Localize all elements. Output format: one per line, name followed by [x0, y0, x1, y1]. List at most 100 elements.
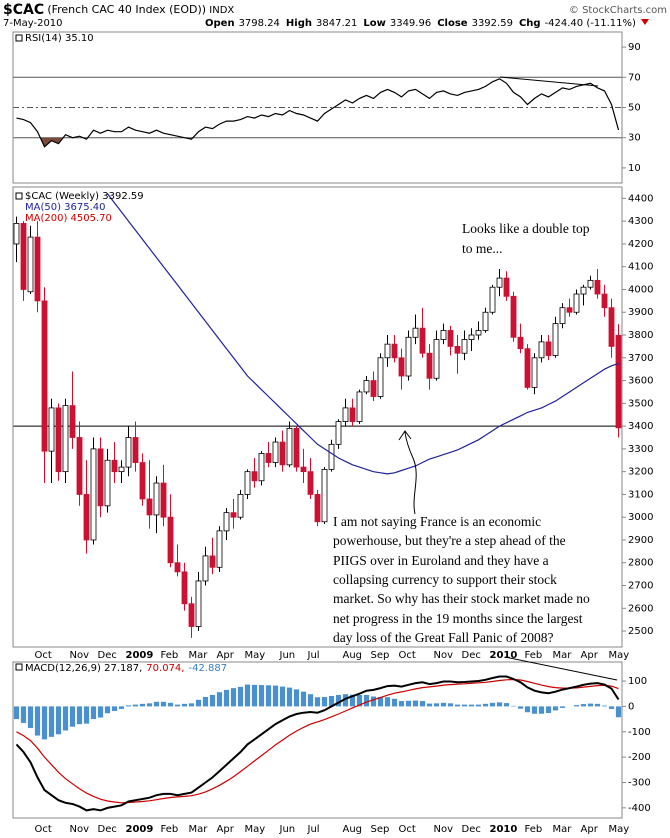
- candle-body: [13, 223, 20, 245]
- x-tick-label: Feb: [525, 824, 543, 835]
- legend-icon: [15, 34, 23, 42]
- candle-body: [237, 494, 244, 518]
- candle-body: [272, 441, 279, 463]
- x-tick-label: Nov: [70, 650, 90, 661]
- histogram-bar: [118, 706, 125, 709]
- x-tick-label: Jul: [307, 824, 320, 835]
- series-line: [16, 678, 619, 804]
- exchange: INDX: [209, 5, 234, 16]
- histogram-bar: [300, 691, 307, 707]
- histogram-bar: [181, 703, 188, 707]
- candle-body: [69, 405, 76, 438]
- y-tick-label: 3700: [628, 353, 653, 364]
- candle-body: [139, 462, 146, 500]
- histogram-bar: [293, 689, 300, 707]
- histogram-bar: [195, 699, 202, 707]
- quote-label: Open: [205, 18, 235, 29]
- candle-body: [125, 437, 132, 468]
- rsi-trendline: [499, 76, 599, 87]
- candle-body: [447, 330, 454, 347]
- y-tick-label: 2800: [628, 558, 653, 569]
- overlay: 10 30 50 70 90 RSI(14) 35.10 2500 2600 2700 2800 2…: [12, 31, 653, 835]
- candle-body: [580, 286, 587, 295]
- candle-body: [349, 407, 356, 422]
- histogram-bar: [454, 704, 461, 707]
- candle-body: [615, 335, 622, 429]
- x-tick-label: Apr: [217, 824, 235, 835]
- y-tick-label: 3200: [628, 467, 653, 478]
- histogram-bar: [405, 700, 412, 707]
- y-tick-label: 3600: [628, 376, 653, 387]
- candle-body: [545, 341, 552, 356]
- x-tick-label: Nov: [434, 650, 454, 661]
- quote: Open 3798.24 High 3847.21 Low 3349.96 Close 339…: [205, 18, 636, 29]
- histogram-bar: [104, 706, 111, 714]
- histogram-bar: [433, 703, 440, 707]
- y-tick-label: 4100: [628, 262, 653, 273]
- candle-body: [573, 293, 580, 313]
- y-tick-label: 3100: [628, 489, 653, 500]
- candle-body: [97, 448, 104, 507]
- candle-body: [286, 427, 293, 466]
- candle-body: [335, 421, 342, 445]
- histogram-bar: [335, 694, 342, 707]
- histogram-bar: [412, 700, 419, 707]
- arrow-head: [398, 430, 412, 441]
- candle-body: [20, 223, 27, 290]
- candle-body: [356, 391, 363, 422]
- candle-body: [55, 407, 62, 473]
- y-tick-label: 3300: [628, 444, 653, 455]
- x-tick-label: Apr: [581, 650, 599, 661]
- x-tick-label: Nov: [434, 824, 454, 835]
- quote-label: Low: [363, 18, 385, 29]
- y-tick-label: 2600: [628, 603, 653, 614]
- candle-body: [230, 512, 237, 518]
- candle-body: [118, 466, 125, 473]
- histogram-bar: [587, 703, 594, 707]
- histogram-bar: [426, 703, 433, 707]
- histogram-bar: [146, 703, 153, 707]
- histogram-bar: [286, 687, 293, 707]
- x-tick-label: May: [245, 824, 266, 835]
- candle-body: [552, 323, 559, 356]
- y-tick-label: 4400: [628, 193, 653, 204]
- y-tick-label: 2900: [628, 535, 653, 546]
- candle-body: [370, 380, 377, 397]
- down-triangle: [640, 19, 649, 25]
- candle-body: [111, 459, 118, 473]
- x-tick-label: Oct: [35, 650, 52, 661]
- annotation: day loss of the Great Fall Panic of 2008…: [333, 630, 553, 645]
- candle-body: [377, 357, 384, 397]
- candle-body: [538, 341, 545, 359]
- candle-body: [181, 571, 188, 605]
- candle-body: [321, 468, 328, 523]
- histogram-bar: [62, 706, 69, 731]
- candle-body: [328, 443, 335, 470]
- x-tick-label: Jun: [279, 824, 296, 835]
- histogram-bar: [391, 698, 398, 707]
- histogram-bar: [41, 706, 48, 740]
- histogram-bar: [258, 685, 265, 707]
- index-name: (French CAC 40 Index (EOD)): [47, 3, 206, 16]
- candle-body: [48, 407, 55, 452]
- candle-body: [146, 498, 153, 516]
- x-tick-label: Sep: [371, 650, 390, 661]
- candle-body: [209, 555, 216, 568]
- histogram-bar: [237, 686, 244, 707]
- y-tick-label: 70: [628, 72, 641, 83]
- candle-body: [153, 482, 160, 516]
- legend-entry: MA(200) 4505.70: [25, 213, 112, 224]
- candle-body: [496, 277, 503, 288]
- candle-body: [391, 343, 398, 359]
- candle-body: [503, 277, 510, 297]
- histogram-bar: [552, 706, 559, 711]
- histogram-bar: [461, 704, 468, 707]
- y-tick-label: 2500: [628, 626, 653, 637]
- x-tick-label: Dec: [98, 824, 117, 835]
- histogram-bar: [517, 706, 524, 709]
- macd-trendline: [504, 656, 618, 681]
- x-tick-label: Mar: [553, 824, 573, 835]
- histogram-bar: [503, 703, 510, 707]
- y-tick-label: 3400: [628, 421, 653, 432]
- legend-icon: [15, 663, 23, 671]
